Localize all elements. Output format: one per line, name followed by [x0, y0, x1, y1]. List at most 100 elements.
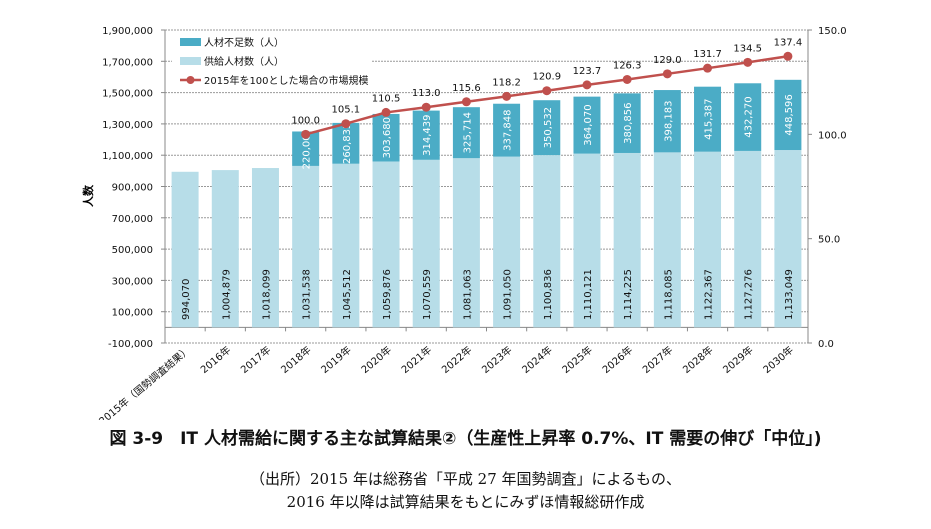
x-tick-label: 2019年 — [318, 343, 354, 376]
x-tick-label: 2025年 — [559, 343, 595, 376]
y-tick-label: -100,000 — [108, 339, 153, 350]
x-tick-label: 2021年 — [399, 343, 435, 376]
bar-shortage — [412, 110, 440, 160]
legend-label: 供給人材数（人） — [204, 55, 284, 68]
shortage-label: 220,000 — [302, 128, 313, 169]
market-size-point — [743, 57, 753, 67]
y-tick-label: 1,900,000 — [102, 26, 153, 37]
y-tick-label: 500,000 — [112, 245, 153, 256]
bar-supply — [694, 151, 722, 328]
bar-shortage — [452, 107, 480, 159]
bar-shortage — [653, 90, 681, 153]
market-size-label: 123.7 — [573, 66, 602, 77]
bar-supply — [493, 156, 521, 328]
legend-label: 人材不足数（人） — [204, 36, 284, 49]
shortage-label: 380,856 — [623, 102, 634, 143]
market-size-label: 113.0 — [412, 88, 441, 99]
bar-supply — [372, 161, 400, 328]
bar-supply — [533, 155, 561, 328]
supply-label: 1,100,836 — [543, 269, 554, 320]
market-size-label: 100.0 — [291, 115, 320, 126]
bar-supply — [211, 170, 239, 328]
market-size-label: 134.5 — [733, 43, 762, 54]
bar-shortage — [372, 113, 400, 162]
market-size-point — [662, 69, 672, 79]
x-tick-label: 2023年 — [479, 343, 515, 376]
x-tick-label: 2026年 — [600, 343, 636, 376]
supply-label: 1,081,063 — [462, 269, 473, 320]
x-tick-label: 2020年 — [358, 343, 394, 376]
bar-supply — [171, 171, 199, 328]
bar-supply — [653, 152, 681, 328]
shortage-label: 260,835 — [342, 123, 353, 164]
bar-shortage — [533, 100, 561, 156]
market-size-label: 129.0 — [653, 55, 682, 66]
market-size-point — [341, 119, 351, 129]
bar-supply — [412, 159, 440, 328]
x-tick-label: 2029年 — [720, 343, 756, 376]
market-size-label: 118.2 — [492, 77, 521, 88]
shortage-label: 364,070 — [583, 104, 594, 145]
market-size-label: 115.6 — [452, 83, 481, 94]
legend-swatch — [180, 38, 201, 46]
market-size-point — [502, 91, 512, 101]
shortage-label: 398,183 — [663, 101, 674, 142]
bar-supply — [613, 152, 641, 328]
y-tick-label: 1,300,000 — [102, 120, 153, 131]
y-tick-label: 900,000 — [112, 183, 153, 194]
market-size-label: 137.4 — [774, 37, 803, 48]
supply-label: 1,122,367 — [704, 269, 715, 320]
y-tick-label: 100,000 — [112, 308, 153, 319]
bar-shortage — [613, 93, 641, 153]
x-tick-label: 2030年 — [760, 343, 796, 376]
market-size-label: 126.3 — [613, 60, 642, 71]
source-note-line1: （出所）2015 年は総務省「平成 27 年国勢調査」によるもの、 — [249, 470, 682, 488]
bar-supply — [332, 163, 360, 328]
market-size-label: 131.7 — [693, 49, 722, 60]
market-size-point — [461, 97, 471, 107]
legend-marker — [186, 76, 195, 84]
y2-tick-label: 50.0 — [818, 235, 840, 246]
bar-supply — [251, 168, 279, 328]
market-size-point — [703, 63, 713, 73]
market-size-label: 105.1 — [332, 105, 361, 116]
y-tick-label: 1,700,000 — [102, 57, 153, 68]
x-tick-label: 2022年 — [439, 343, 475, 376]
legend-label: 2015年を100とした場合の市場規模 — [204, 74, 369, 87]
supply-label: 1,127,276 — [744, 269, 755, 320]
market-size-label: 120.9 — [532, 72, 561, 83]
shortage-label: 325,714 — [462, 112, 473, 153]
bar-shortage — [332, 122, 360, 164]
supply-label: 1,059,876 — [382, 269, 393, 320]
y-axis-label: 人数 — [81, 184, 95, 207]
supply-label: 1,045,512 — [342, 269, 353, 320]
y2-tick-label: 0.0 — [818, 339, 834, 350]
bar-supply — [774, 150, 802, 328]
market-size-point — [783, 51, 793, 61]
supply-label: 1,110,121 — [583, 269, 594, 320]
source-note-line2: 2016 年以降は試算結果をもとにみずほ情報総研作成 — [286, 493, 645, 511]
market-size-point — [301, 129, 311, 139]
x-tick-label: 2017年 — [238, 343, 274, 376]
shortage-label: 337,848 — [503, 109, 514, 150]
figure-title: 図 3-9 IT 人材需給に関する主な試算結果②（生産性上昇率 0.7%、IT … — [109, 429, 822, 449]
bar-shortage — [493, 103, 521, 157]
supply-label: 1,118,085 — [663, 269, 674, 320]
legend-swatch — [180, 57, 201, 65]
market-size-point — [622, 74, 632, 84]
market-size-label: 110.5 — [372, 93, 401, 104]
supply-label: 1,091,050 — [503, 269, 514, 320]
supply-label: 1,004,879 — [221, 269, 232, 320]
supply-label: 994,070 — [181, 279, 192, 320]
market-size-point — [582, 80, 592, 90]
supply-label: 1,070,559 — [422, 269, 433, 320]
market-size-point — [542, 86, 552, 96]
x-tick-label: 2027年 — [640, 343, 676, 376]
bar-supply — [292, 165, 320, 328]
shortage-label: 350,532 — [543, 107, 554, 148]
shortage-label: 303,680 — [382, 117, 393, 158]
shortage-label: 432,270 — [744, 96, 755, 137]
bar-supply — [573, 153, 601, 328]
legend-background — [172, 34, 372, 86]
bar-shortage — [774, 79, 802, 151]
